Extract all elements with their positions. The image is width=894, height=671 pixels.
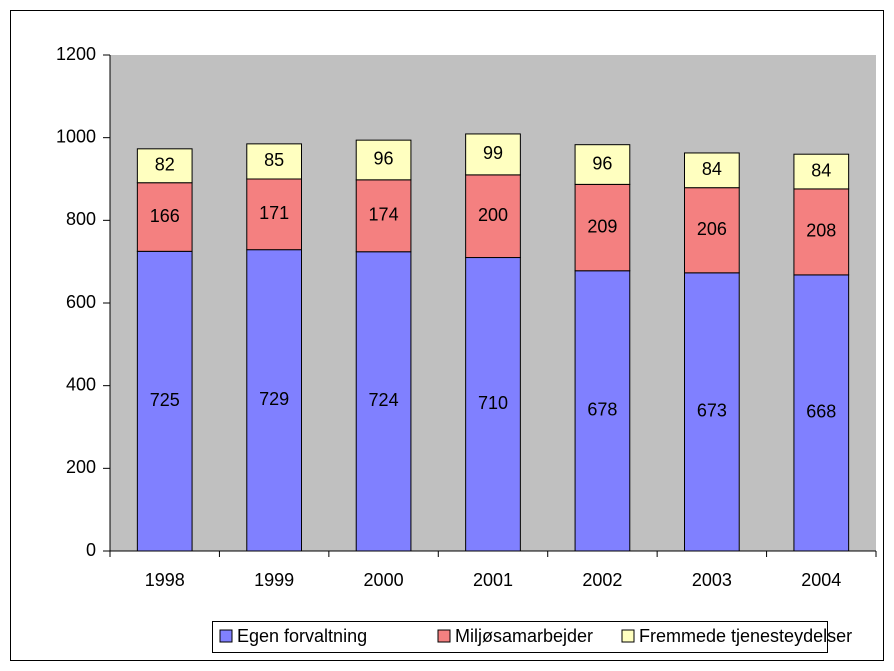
data-label: 208 <box>806 221 836 241</box>
y-tick-label: 800 <box>66 209 96 229</box>
bar-segment <box>574 270 631 552</box>
bar-segment <box>136 182 193 252</box>
bar-segment <box>136 148 193 184</box>
legend-swatch <box>219 629 233 643</box>
bar-segment <box>574 183 631 272</box>
y-tick-label: 200 <box>66 457 96 477</box>
data-label: 96 <box>374 149 394 169</box>
legend-swatch <box>621 629 635 643</box>
bar-segment <box>136 250 193 552</box>
legend-label: Fremmede tjenesteydelser <box>639 626 852 646</box>
bar-segment <box>684 187 740 274</box>
y-tick-label: 600 <box>66 292 96 312</box>
x-tick-label: 2001 <box>473 570 513 590</box>
data-label: 724 <box>369 390 399 410</box>
bar-segment <box>793 153 850 190</box>
data-label: 725 <box>150 390 180 410</box>
bar-segment <box>246 249 303 552</box>
bar-segment <box>684 152 740 189</box>
data-label: 84 <box>702 159 722 179</box>
x-tick-label: 2002 <box>582 570 622 590</box>
x-tick-label: 2003 <box>692 570 732 590</box>
data-label: 166 <box>150 206 180 226</box>
x-tick-label: 1998 <box>145 570 185 590</box>
bar-segment <box>355 179 412 253</box>
data-label: 668 <box>806 402 836 422</box>
data-label: 209 <box>587 216 617 236</box>
bar-segment <box>465 174 521 259</box>
data-label: 673 <box>697 401 727 421</box>
y-tick-label: 1000 <box>56 126 96 146</box>
bar-segment <box>246 178 303 251</box>
bar-segment <box>793 188 850 276</box>
data-label: 174 <box>369 205 399 225</box>
x-tick-label: 2004 <box>801 570 841 590</box>
legend-swatch <box>437 629 451 643</box>
data-label: 85 <box>264 150 284 170</box>
data-label: 82 <box>155 155 175 175</box>
bar-segment <box>684 272 740 552</box>
data-label: 99 <box>483 143 503 163</box>
data-label: 206 <box>697 219 727 239</box>
data-label: 200 <box>478 205 508 225</box>
bar-segment <box>355 139 412 181</box>
y-tick-label: 0 <box>86 540 96 560</box>
bar-segment <box>246 143 303 180</box>
data-label: 171 <box>259 203 289 223</box>
legend-label: Miljøsamarbejder <box>455 626 593 646</box>
data-label: 729 <box>259 389 289 409</box>
legend-label: Egen forvaltning <box>237 626 367 646</box>
bar-segment <box>574 144 631 185</box>
data-label: 710 <box>478 393 508 413</box>
x-tick-label: 1999 <box>254 570 294 590</box>
data-label: 678 <box>587 400 617 420</box>
bar-segment <box>355 251 412 552</box>
data-label: 96 <box>592 153 612 173</box>
data-label: 84 <box>811 160 831 180</box>
y-tick-label: 1200 <box>56 44 96 64</box>
bar-segment <box>465 257 521 552</box>
legend-box <box>212 621 828 653</box>
bar-segment <box>465 133 521 176</box>
y-tick-label: 400 <box>66 374 96 394</box>
x-tick-label: 2000 <box>364 570 404 590</box>
